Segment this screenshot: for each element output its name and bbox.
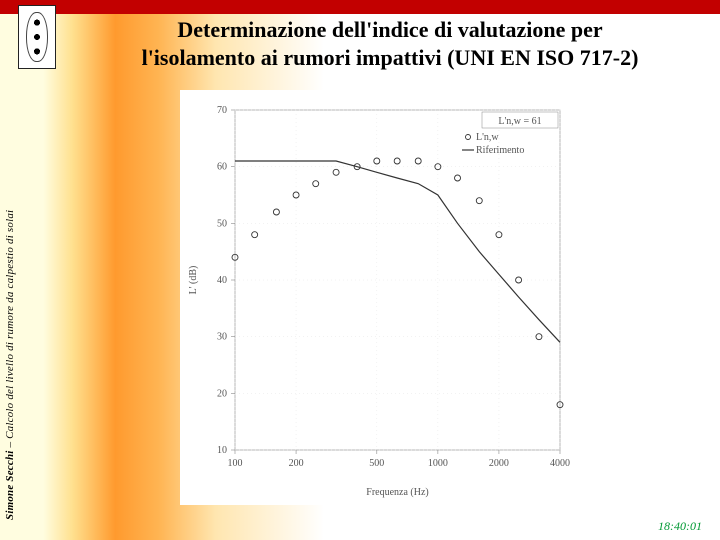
svg-text:30: 30: [217, 332, 227, 343]
logo: [18, 5, 56, 69]
svg-text:L'n,w = 61: L'n,w = 61: [498, 116, 541, 127]
chart-svg: 10 20 30 40 50 60 70 100 200 500 1000 2000 4000 Frequ…: [180, 90, 600, 505]
svg-text:40: 40: [217, 275, 227, 286]
svg-text:500: 500: [369, 458, 384, 469]
svg-text:4000: 4000: [550, 458, 570, 469]
svg-text:70: 70: [217, 105, 227, 116]
sidebar-author: Simone Secchi: [4, 450, 16, 520]
svg-text:Frequenza (Hz): Frequenza (Hz): [366, 487, 428, 498]
svg-text:100: 100: [228, 458, 243, 469]
svg-text:L'n,w: L'n,w: [476, 132, 499, 143]
slide-title: Determinazione dell'indice di valutazion…: [80, 16, 700, 71]
slide: Determinazione dell'indice di valutazion…: [0, 0, 720, 540]
svg-text:10: 10: [217, 445, 227, 456]
svg-text:60: 60: [217, 162, 227, 173]
svg-text:1000: 1000: [428, 458, 448, 469]
sidebar-rest: – Calcolo del livello di rumore da calpe…: [4, 210, 16, 451]
timestamp: 18:40:01: [658, 519, 702, 534]
svg-text:20: 20: [217, 388, 227, 399]
title-line-1: Determinazione dell'indice di valutazion…: [177, 17, 602, 42]
svg-text:Riferimento: Riferimento: [476, 145, 524, 156]
svg-text:2000: 2000: [489, 458, 509, 469]
header-red-bar: [0, 0, 720, 14]
logo-seal-icon: [26, 12, 48, 62]
svg-text:200: 200: [289, 458, 304, 469]
svg-text:L' (dB): L' (dB): [188, 266, 199, 295]
sidebar-credit: Simone Secchi – Calcolo del livello di r…: [4, 90, 18, 520]
svg-text:50: 50: [217, 218, 227, 229]
impact-noise-chart: 10 20 30 40 50 60 70 100 200 500 1000 2000 4000 Frequ…: [180, 90, 600, 505]
title-line-2: l'isolamento ai rumori impattivi (UNI EN…: [142, 45, 639, 70]
